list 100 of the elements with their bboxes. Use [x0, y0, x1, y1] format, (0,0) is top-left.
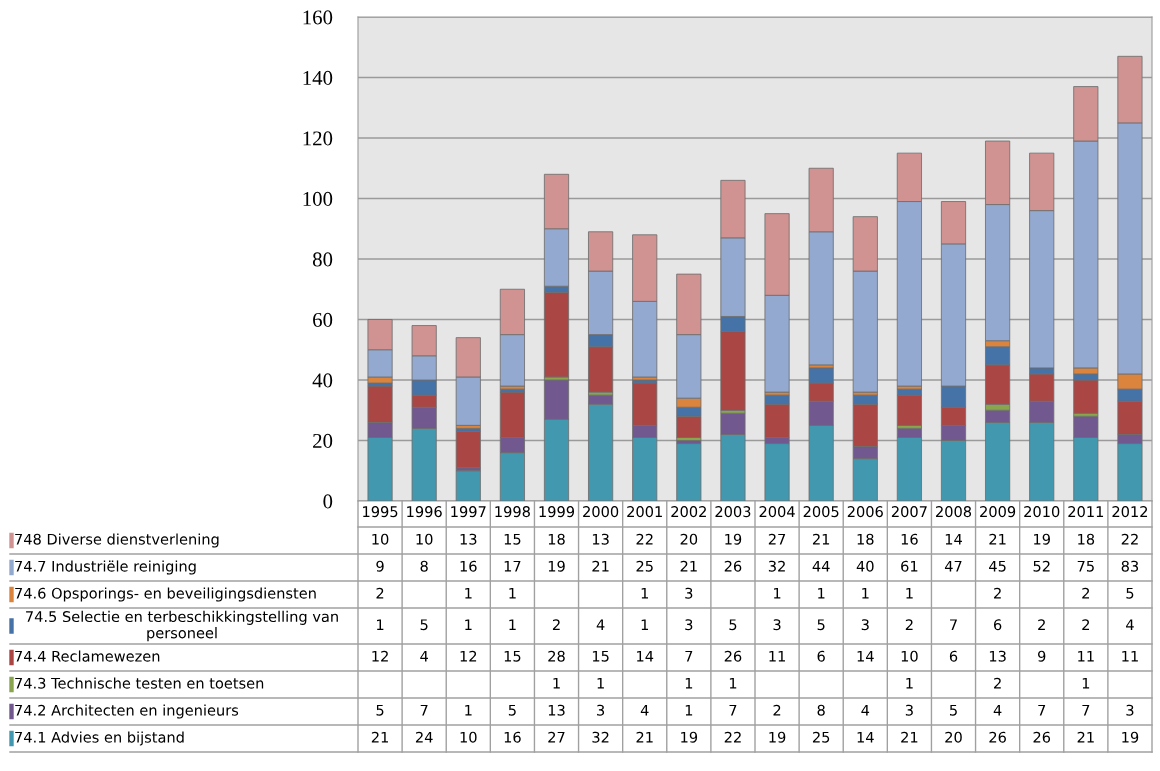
data-label: 20	[680, 533, 698, 545]
data-label: 7	[1082, 704, 1090, 716]
data-label: 75	[1077, 560, 1094, 572]
data-label: 1	[553, 677, 560, 689]
data-label: 21	[989, 533, 1006, 545]
bar	[676, 443, 702, 501]
legend-label: 74.4 Reclamewezen	[15, 650, 160, 662]
data-label: 14	[857, 650, 874, 662]
y-tick-label: 140	[303, 70, 333, 85]
data-label: 32	[592, 731, 609, 743]
y-tick-label: 80	[312, 252, 333, 267]
data-label: 47	[944, 560, 962, 572]
x-tick-label: 2009	[980, 506, 1016, 518]
data-label: 5	[729, 619, 737, 631]
data-label: 4	[596, 619, 605, 631]
data-label: 1	[509, 619, 516, 631]
data-label: 9	[1038, 650, 1046, 662]
y-tick-label: 100	[303, 191, 333, 206]
data-label: 10	[372, 533, 389, 545]
data-label: 1	[818, 587, 825, 599]
data-label: 22	[1121, 533, 1138, 545]
data-label: 2	[1038, 619, 1045, 631]
data-label: 15	[504, 533, 521, 545]
legend-label: 74.3 Technische testen en toetsen	[15, 677, 264, 689]
data-label: 2	[1082, 619, 1090, 631]
x-tick-label: 2004	[759, 506, 795, 518]
data-label: 21	[901, 731, 918, 743]
data-label: 44	[812, 560, 830, 572]
data-label: 5	[508, 704, 516, 716]
data-label: 21	[680, 560, 697, 572]
legend-label: 74.5 Selectie en terbeschikkingstelling van personeel	[26, 610, 338, 642]
data-label: 26	[724, 560, 742, 572]
data-label: 1	[862, 587, 869, 599]
data-label: 2	[773, 704, 781, 716]
data-label: 12	[372, 650, 388, 662]
data-label: 2	[552, 619, 560, 631]
data-label: 12	[460, 650, 477, 662]
legend-label: 74.1 Advies en bijstand	[15, 731, 184, 746]
x-tick-label: 2008	[936, 506, 972, 518]
legend-label: 74.2 Architecten en ingenieurs	[15, 704, 239, 719]
x-tick-label: 1998	[495, 506, 530, 518]
data-label: 3	[905, 704, 913, 716]
data-label: 25	[812, 731, 830, 743]
y-tick-label: 0	[323, 494, 333, 509]
data-label: 1	[377, 619, 384, 631]
data-label: 3	[861, 619, 869, 631]
data-label: 45	[989, 560, 1006, 572]
data-label: 18	[548, 533, 565, 545]
data-label: 7	[729, 704, 737, 716]
x-tick-label: 2005	[803, 506, 839, 518]
data-label: 8	[817, 704, 825, 716]
data-label: 3	[1126, 704, 1134, 716]
data-label: 15	[592, 650, 609, 662]
data-label: 6	[817, 650, 825, 662]
data-label: 7	[1038, 704, 1046, 716]
data-label: 2	[994, 587, 1001, 599]
data-label: 2	[905, 619, 913, 631]
data-label: 19	[1034, 533, 1050, 545]
legend-label: 748 Diverse dienstverlening	[15, 533, 219, 548]
data-label: 2	[1082, 587, 1090, 599]
x-tick-label: 2002	[671, 506, 706, 518]
data-label: 21	[636, 731, 653, 743]
data-label: 4	[993, 704, 1002, 716]
data-label: 1	[465, 587, 472, 599]
data-label: 18	[857, 533, 874, 545]
data-label: 4	[1126, 619, 1134, 631]
y-tick-label: 20	[313, 433, 333, 448]
data-label: 2	[994, 677, 1001, 689]
legend-label: 74.7 Industriële reiniging	[15, 560, 196, 575]
data-label: 3	[773, 619, 781, 631]
data-label: 7	[950, 619, 957, 631]
data-label: 28	[548, 650, 565, 662]
data-label: 13	[989, 650, 1006, 662]
bar	[455, 470, 481, 501]
data-label: 2	[376, 587, 384, 599]
data-label: 11	[769, 650, 785, 662]
data-label: 19	[681, 731, 698, 743]
x-tick-label: 2007	[891, 506, 927, 518]
data-label: 61	[901, 560, 918, 572]
data-label: 10	[460, 731, 477, 743]
x-tick-label: 2000	[583, 506, 619, 518]
data-label: 5	[1126, 587, 1134, 599]
data-label: 1	[906, 677, 913, 689]
data-label: 26	[989, 731, 1006, 743]
data-label: 83	[1121, 560, 1139, 572]
data-label: 9	[376, 560, 384, 572]
bar	[543, 291, 570, 378]
bar	[896, 394, 922, 426]
x-tick-label: 2011	[1068, 506, 1104, 518]
data-label: 1	[685, 677, 693, 689]
data-label: 18	[1078, 533, 1095, 545]
x-tick-label: 2010	[1024, 506, 1060, 518]
data-label: 20	[945, 731, 962, 743]
data-label: 5	[949, 704, 957, 716]
data-label: 52	[1033, 560, 1050, 572]
data-label: 1	[641, 587, 649, 599]
data-label: 11	[1078, 650, 1094, 662]
data-label: 1	[774, 587, 781, 599]
y-tick-label: 40	[312, 373, 333, 388]
data-label: 27	[768, 533, 786, 545]
